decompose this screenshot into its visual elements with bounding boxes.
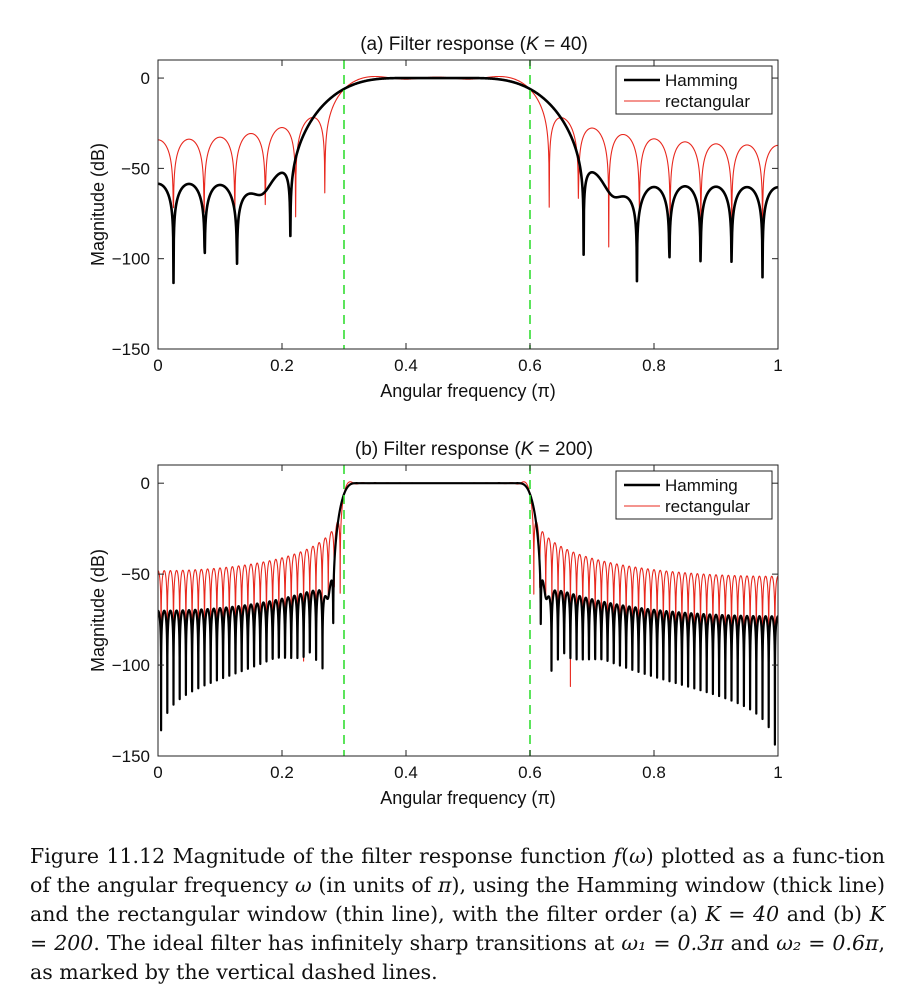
- y-tick-label: −150: [112, 340, 150, 359]
- figure: (a) Filter response (K = 40)0 0.2 0.4 0.6 0.…: [88, 34, 783, 808]
- caption-label: Figure 11.12: [30, 844, 166, 868]
- chart-title: (a) Filter response (K = 40): [360, 34, 588, 55]
- axes-frame: [157, 464, 779, 757]
- chart-title-suffix: = 200): [533, 439, 593, 460]
- chart-title-prefix: (a) Filter response (: [360, 34, 526, 55]
- legend: Hamming rectangular: [615, 470, 773, 520]
- legend-label-rectangular: rectangular: [665, 497, 750, 516]
- x-tick-label: 0: [153, 763, 162, 782]
- x-tick-label: 0.6: [518, 763, 542, 782]
- chart-title-var: K: [526, 34, 540, 55]
- legend-label-rectangular: rectangular: [665, 92, 750, 111]
- figure-caption: Figure 11.12 Magnitude of the filter res…: [30, 844, 886, 984]
- legend: Hamming rectangular: [615, 65, 773, 115]
- y-tick-label: −100: [112, 250, 150, 269]
- series-group: [158, 75, 778, 285]
- series-group: [158, 481, 778, 746]
- x-tick-label: 0.2: [270, 356, 294, 375]
- y-tick-label: 0: [141, 474, 150, 493]
- series-line-hamming: [158, 482, 778, 746]
- legend-box: [615, 470, 773, 520]
- x-tick-label: 0.4: [394, 763, 418, 782]
- x-tick-label: 1: [773, 763, 782, 782]
- chart-panel-a: (a) Filter response (K = 40) 0 0.2 0.4 0.6 0.…: [88, 34, 783, 401]
- legend-label-hamming: Hamming: [665, 476, 738, 495]
- x-tick-label: 0.8: [642, 356, 666, 375]
- chart-title: (b) Filter response (K = 200): [355, 439, 593, 460]
- x-tick-label: 0.6: [518, 356, 542, 375]
- x-axis-label: Angular frequency (π): [380, 381, 556, 401]
- y-tick-label: −50: [121, 565, 150, 584]
- y-axis-label: Magnitude (dB): [88, 143, 108, 266]
- x-axis-label: Angular frequency (π): [380, 788, 556, 808]
- x-tick-label: 0.2: [270, 763, 294, 782]
- y-tick-label: 0: [141, 69, 150, 88]
- chart-title-prefix: (b) Filter response (: [355, 439, 521, 460]
- chart-panel-b: (b) Filter response (K = 200) 0 0.2 0.4 0.6 0…: [88, 439, 783, 808]
- y-tick-label: −50: [121, 159, 150, 178]
- x-tick-label: 1: [773, 356, 782, 375]
- y-tick-label: −100: [112, 656, 150, 675]
- x-tick-label: 0.8: [642, 763, 666, 782]
- chart-title-suffix: = 40): [539, 34, 588, 55]
- series-line-hamming: [158, 76, 778, 285]
- y-tick-label: −150: [112, 747, 150, 766]
- legend-label-hamming: Hamming: [665, 71, 738, 90]
- x-tick-label: 0.4: [394, 356, 418, 375]
- axes-frame: [157, 59, 779, 350]
- y-axis-label: Magnitude (dB): [88, 549, 108, 672]
- legend-box: [615, 65, 773, 115]
- chart-title-var: K: [521, 439, 535, 460]
- x-tick-label: 0: [153, 356, 162, 375]
